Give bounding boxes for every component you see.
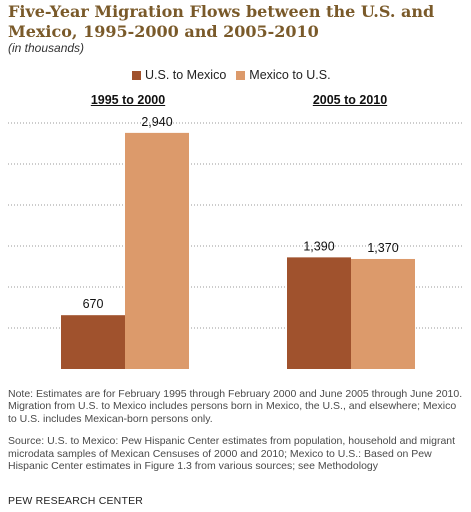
bar-mexico-to-us-1995-2000 xyxy=(125,132,189,369)
legend-label-us-to-mexico: U.S. to Mexico xyxy=(145,68,227,82)
data-label-us-to-mexico-1995-2000: 670 xyxy=(83,297,104,311)
chart-title: Five-Year Migration Flows between the U.… xyxy=(8,2,435,41)
legend: U.S. to Mexico Mexico to U.S. xyxy=(132,68,331,82)
bar-us-to-mexico-2005-2010 xyxy=(287,257,351,369)
notes: Note: Estimates are for February 1995 th… xyxy=(8,388,464,482)
chart-subtitle: (in thousands) xyxy=(8,41,85,55)
legend-item-us-to-mexico: U.S. to Mexico xyxy=(132,68,226,82)
legend-item-mexico-to-us: Mexico to U.S. xyxy=(236,68,331,82)
legend-swatch-us-to-mexico xyxy=(132,70,141,80)
bar-mexico-to-us-2005-2010 xyxy=(351,258,415,369)
data-label-mexico-to-us-2005-2010: 1,370 xyxy=(367,241,398,255)
data-labels: 670 2,940 1,390 1,370 xyxy=(83,115,399,311)
footer-credit: PEW RESEARCH CENTER xyxy=(8,495,144,507)
bars xyxy=(61,132,415,369)
source-text: Source: U.S. to Mexico: Pew Hispanic Cen… xyxy=(8,435,456,473)
bar-us-to-mexico-1995-2000 xyxy=(61,315,125,369)
legend-swatch-mexico-to-us xyxy=(236,70,246,80)
data-label-us-to-mexico-2005-2010: 1,390 xyxy=(303,239,334,253)
bar-chart: 670 2,940 1,390 1,370 xyxy=(8,115,463,369)
data-label-mexico-to-us-1995-2000: 2,940 xyxy=(141,115,172,129)
legend-label-mexico-to-us: Mexico to U.S. xyxy=(249,68,331,82)
group-label-1995-2000: 1995 to 2000 xyxy=(90,93,166,107)
group-label-2005-2010: 2005 to 2010 xyxy=(312,93,388,107)
note-text: Note: Estimates are for February 1995 th… xyxy=(8,388,463,425)
